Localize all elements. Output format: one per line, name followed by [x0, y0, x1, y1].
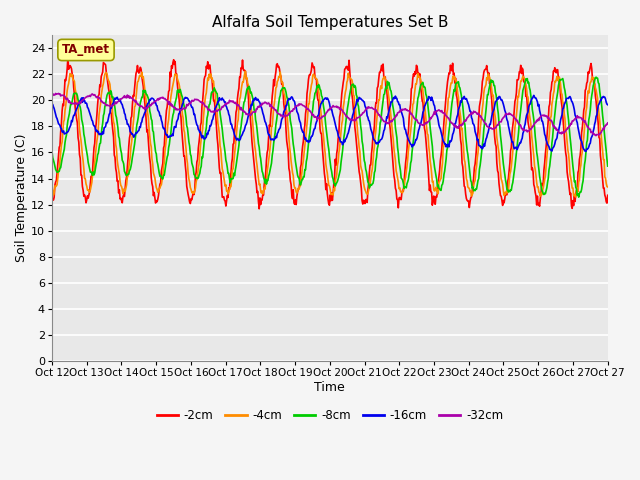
- -4cm: [216, 131, 223, 136]
- -16cm: [604, 102, 612, 108]
- -32cm: [604, 120, 612, 126]
- -2cm: [388, 155, 396, 160]
- -4cm: [388, 121, 396, 127]
- Line: -8cm: -8cm: [52, 77, 608, 197]
- Y-axis label: Soil Temperature (C): Soil Temperature (C): [15, 134, 28, 262]
- -32cm: [592, 132, 600, 138]
- -2cm: [255, 206, 263, 212]
- Line: -16cm: -16cm: [52, 96, 608, 151]
- -16cm: [48, 102, 56, 108]
- -8cm: [604, 163, 612, 169]
- -8cm: [264, 178, 272, 183]
- -2cm: [604, 192, 612, 198]
- -16cm: [243, 120, 251, 125]
- -2cm: [48, 198, 56, 204]
- -32cm: [265, 100, 273, 106]
- -2cm: [266, 122, 273, 128]
- X-axis label: Time: Time: [314, 381, 345, 394]
- -8cm: [243, 86, 251, 92]
- -4cm: [572, 194, 580, 200]
- -2cm: [420, 110, 428, 116]
- -32cm: [114, 99, 122, 105]
- -4cm: [265, 157, 273, 163]
- -8cm: [575, 194, 582, 200]
- -16cm: [387, 99, 395, 105]
- -32cm: [244, 112, 252, 118]
- -4cm: [48, 186, 56, 192]
- Line: -2cm: -2cm: [52, 57, 608, 209]
- -8cm: [387, 88, 395, 94]
- -32cm: [388, 119, 396, 125]
- -2cm: [244, 84, 252, 90]
- -16cm: [113, 95, 121, 100]
- -32cm: [52, 91, 60, 96]
- -4cm: [604, 184, 612, 190]
- -16cm: [530, 93, 538, 98]
- -8cm: [48, 148, 56, 154]
- -16cm: [216, 95, 223, 101]
- -8cm: [592, 74, 600, 80]
- -8cm: [113, 120, 121, 125]
- -8cm: [216, 103, 223, 108]
- -4cm: [241, 68, 249, 74]
- -16cm: [581, 148, 589, 154]
- -4cm: [419, 89, 427, 95]
- -32cm: [48, 94, 56, 99]
- -16cm: [419, 114, 426, 120]
- Line: -4cm: -4cm: [52, 71, 608, 197]
- -32cm: [216, 107, 224, 113]
- -8cm: [419, 80, 426, 86]
- -4cm: [113, 157, 121, 163]
- Text: TA_met: TA_met: [62, 44, 110, 57]
- Legend: -2cm, -4cm, -8cm, -16cm, -32cm: -2cm, -4cm, -8cm, -16cm, -32cm: [152, 404, 508, 427]
- Title: Alfalfa Soil Temperatures Set B: Alfalfa Soil Temperatures Set B: [212, 15, 448, 30]
- Line: -32cm: -32cm: [52, 94, 608, 135]
- -2cm: [64, 54, 72, 60]
- -4cm: [244, 80, 252, 86]
- -16cm: [264, 130, 272, 135]
- -2cm: [216, 170, 224, 176]
- -2cm: [114, 178, 122, 183]
- -32cm: [419, 122, 427, 128]
